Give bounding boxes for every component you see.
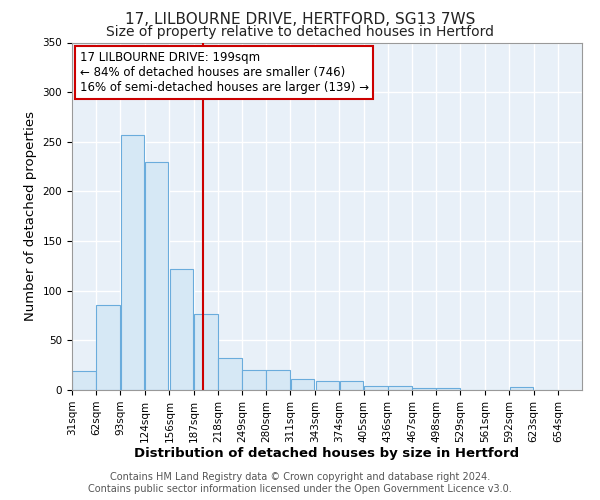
Bar [364, 386, 388, 390]
X-axis label: Distribution of detached houses by size in Hertford: Distribution of detached houses by size … [134, 448, 520, 460]
Bar [412, 388, 436, 390]
Bar [340, 381, 364, 390]
Text: 17 LILBOURNE DRIVE: 199sqm
← 84% of detached houses are smaller (746)
16% of sem: 17 LILBOURNE DRIVE: 199sqm ← 84% of deta… [80, 51, 369, 94]
Text: 17, LILBOURNE DRIVE, HERTFORD, SG13 7WS: 17, LILBOURNE DRIVE, HERTFORD, SG13 7WS [125, 12, 475, 28]
Bar [170, 269, 193, 390]
Bar [218, 358, 242, 390]
Text: Size of property relative to detached houses in Hertford: Size of property relative to detached ho… [106, 25, 494, 39]
Bar [73, 371, 96, 390]
Y-axis label: Number of detached properties: Number of detached properties [24, 112, 37, 322]
Bar [266, 370, 290, 390]
Bar [290, 379, 314, 390]
Bar [316, 381, 339, 390]
Text: Contains HM Land Registry data © Crown copyright and database right 2024.
Contai: Contains HM Land Registry data © Crown c… [88, 472, 512, 494]
Bar [121, 135, 144, 390]
Bar [97, 304, 120, 390]
Bar [194, 314, 218, 390]
Bar [436, 388, 460, 390]
Bar [242, 370, 266, 390]
Bar [388, 386, 412, 390]
Bar [510, 387, 533, 390]
Bar [145, 162, 169, 390]
